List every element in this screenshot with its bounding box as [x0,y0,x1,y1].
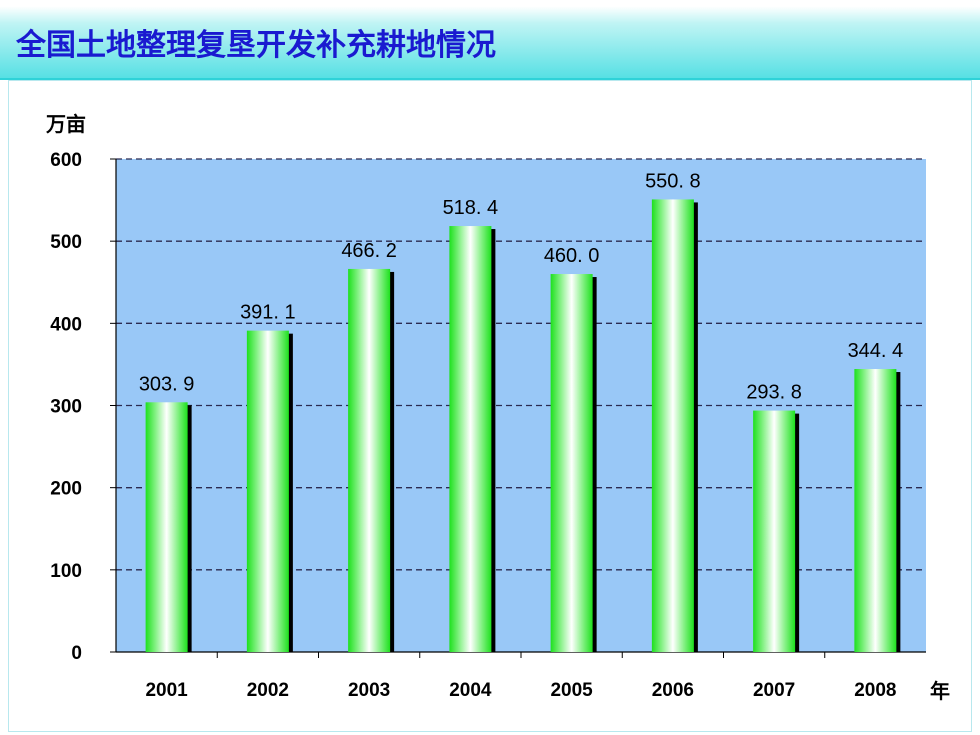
bar-2005 [550,274,593,652]
x-tick-label-2005: 2005 [550,680,593,701]
data-label-2003: 466. 2 [341,240,397,262]
x-tick-label-2001: 2001 [145,680,188,701]
x-tick-label-2008: 2008 [854,680,896,701]
y-tick-label: 200 [50,479,82,500]
bar-2007 [753,410,796,652]
y-tick-label: 0 [71,643,82,664]
x-tick-label-2007: 2007 [753,680,795,701]
y-axis-label: 万亩 [45,112,86,136]
bar-2008 [854,369,897,652]
bars [145,199,901,652]
x-tick-label-2002: 2002 [247,680,289,701]
labels: 303. 9 2001 391. 1 2002 466. 2 2003 518. 4 2004… [139,170,903,701]
data-label-2004: 518. 4 [443,197,499,219]
y-tick-label: 600 [50,150,82,171]
bar-2001 [145,402,188,652]
bar-2003 [348,268,391,652]
bar-2004 [449,226,492,652]
data-label-2007: 293. 8 [746,382,802,404]
y-tick-label: 500 [50,232,82,253]
slide-title: 全国土地整理复垦开发补充耕地情况 [16,28,496,63]
bar-2002 [246,330,289,652]
y-tick-label: 300 [50,397,82,418]
data-label-2006: 550. 8 [645,170,701,192]
data-label-2005: 460. 0 [544,245,600,267]
data-label-2002: 391. 1 [240,302,296,324]
bar-2006 [651,199,694,652]
data-label-2008: 344. 4 [848,340,904,362]
x-tick-label-2003: 2003 [348,680,390,701]
x-axis-label: 年 [930,679,950,703]
x-tick-label-2006: 2006 [652,680,694,701]
y-tick-label: 400 [50,314,82,335]
y-tick-label: 100 [50,561,82,582]
data-label-2001: 303. 9 [139,373,195,395]
title-bar: 全国土地整理复垦开发补充耕地情况 [0,0,980,80]
x-tick-label-2004: 2004 [449,680,492,701]
